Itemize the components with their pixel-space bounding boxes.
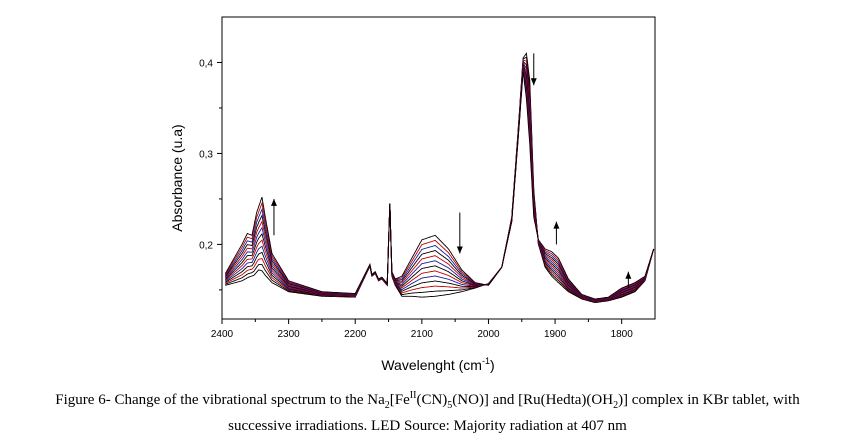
spectrum-line-1: [225, 52, 655, 304]
spectrum-line-4: [225, 60, 655, 303]
spectrum-line-13: [224, 71, 655, 300]
spectrum-line-5: [225, 61, 655, 302]
x-tick-label: 2100: [411, 329, 434, 340]
y-tick-label: 0,4: [199, 58, 213, 69]
spectrum-line-8: [224, 65, 655, 301]
spectrum-chart: 2400 2300 2200 2100 2000 1900 1800 0,2 0,3 0,4 A…: [169, 16, 656, 373]
x-tick-label: 1800: [611, 329, 634, 340]
spectrum-line-6: [225, 63, 655, 302]
y-tick-label: 0,2: [199, 240, 213, 251]
spectrum-line-2: [225, 56, 655, 303]
x-axis-title: Wavelenght (cm-1): [381, 356, 494, 373]
y-axis-title: Absorbance (u.a): [169, 124, 185, 231]
x-tick-label: 2000: [477, 329, 500, 340]
arrow-up-4: [553, 221, 560, 245]
x-tick-label: 2400: [211, 329, 234, 340]
y-axis-ticks: 0,2 0,3 0,4: [199, 58, 222, 291]
arrow-down-3: [530, 53, 537, 86]
plot-frame: [221, 16, 656, 320]
spectrum-line-7: [225, 64, 655, 302]
irradiation-arrows: [270, 53, 632, 289]
spectrum-line-3: [225, 59, 655, 303]
x-tick-label: 1900: [544, 329, 567, 340]
x-axis-ticks: 2400 2300 2200 2100 2000 1900 1800: [211, 319, 633, 340]
spectra-series-group: [224, 52, 655, 304]
spectrum-line-10: [224, 68, 655, 301]
x-axis-title-superscript: -1: [482, 356, 490, 366]
spectrum-line-12: [224, 70, 655, 300]
spectrum-line-9: [224, 66, 655, 301]
arrow-down-2: [456, 212, 463, 254]
y-tick-label: 0,3: [199, 149, 213, 160]
arrow-up-5: [625, 271, 632, 289]
arrow-up-1: [270, 198, 277, 236]
spectrum-line-11: [224, 69, 655, 301]
x-tick-label: 2300: [277, 329, 300, 340]
figure-caption: Figure 6- Change of the vibrational spec…: [55, 390, 800, 434]
x-tick-label: 2200: [344, 329, 367, 340]
